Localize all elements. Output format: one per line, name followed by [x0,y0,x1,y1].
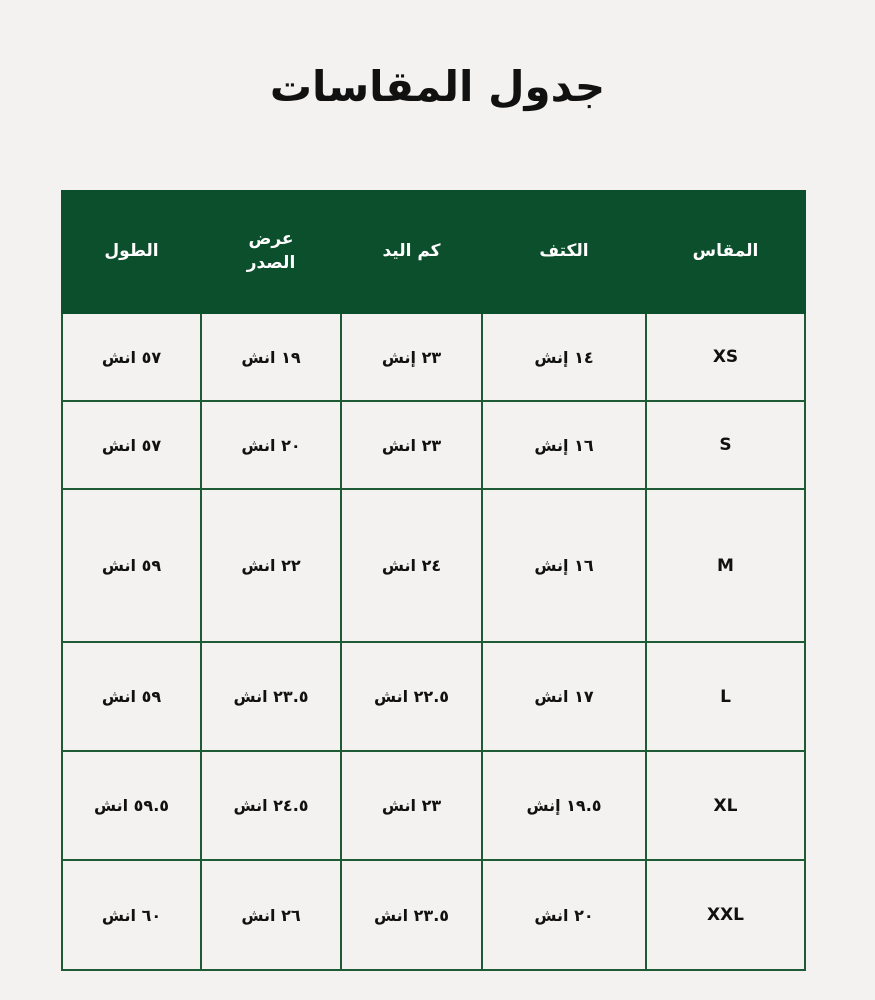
cell-size: XS [645,312,806,402]
table-row: M ١٦ إنش ٢٤ انش ٢٢ انش ٥٩ انش [61,488,806,643]
cell-shoulder: ١٩.٥ إنش [481,750,647,861]
cell-sleeve: ٢٣ انش [340,750,483,861]
page-title: جدول المقاسات [269,62,606,111]
cell-size: XL [645,750,806,861]
cell-size: XXL [645,859,806,971]
cell-shoulder: ١٤ إنش [481,312,647,402]
cell-sleeve: ٢٣ إنش [340,312,483,402]
table-header-row: المقاس الكتف كم اليد عرض الصدر الطول [61,190,806,314]
cell-shoulder: ١٦ إنش [481,400,647,490]
cell-length: ٦٠ انش [61,859,202,971]
table-row: XXL ٢٠ انش ٢٣.٥ انش ٢٦ انش ٦٠ انش [61,859,806,971]
cell-sleeve: ٢٢.٥ انش [340,641,483,752]
cell-size: L [645,641,806,752]
cell-sleeve: ٢٣ انش [340,400,483,490]
cell-length: ٥٧ انش [61,400,202,490]
cell-size: S [645,400,806,490]
cell-chest: ١٩ انش [200,312,342,402]
table-row: XS ١٤ إنش ٢٣ إنش ١٩ انش ٥٧ انش [61,312,806,402]
header-sleeve: كم اليد [340,190,483,314]
cell-chest: ٢٣.٥ انش [200,641,342,752]
cell-size: M [645,488,806,643]
header-length: الطول [61,190,202,314]
cell-length: ٥٧ انش [61,312,202,402]
cell-length: ٥٩.٥ انش [61,750,202,861]
header-shoulder: الكتف [481,190,647,314]
cell-shoulder: ٢٠ انش [481,859,647,971]
cell-chest: ٢٢ انش [200,488,342,643]
cell-sleeve: ٢٣.٥ انش [340,859,483,971]
table-row: XL ١٩.٥ إنش ٢٣ انش ٢٤.٥ انش ٥٩.٥ انش [61,750,806,861]
cell-shoulder: ١٧ انش [481,641,647,752]
cell-chest: ٢٤.٥ انش [200,750,342,861]
cell-shoulder: ١٦ إنش [481,488,647,643]
cell-chest: ٢٦ انش [200,859,342,971]
cell-length: ٥٩ انش [61,641,202,752]
header-chest: عرض الصدر [200,190,342,314]
header-size: المقاس [645,190,806,314]
cell-sleeve: ٢٤ انش [340,488,483,643]
table-row: S ١٦ إنش ٢٣ انش ٢٠ انش ٥٧ انش [61,400,806,490]
cell-length: ٥٩ انش [61,488,202,643]
cell-chest: ٢٠ انش [200,400,342,490]
table-row: L ١٧ انش ٢٢.٥ انش ٢٣.٥ انش ٥٩ انش [61,641,806,752]
size-chart-table: المقاس الكتف كم اليد عرض الصدر الطول XS … [61,190,806,971]
